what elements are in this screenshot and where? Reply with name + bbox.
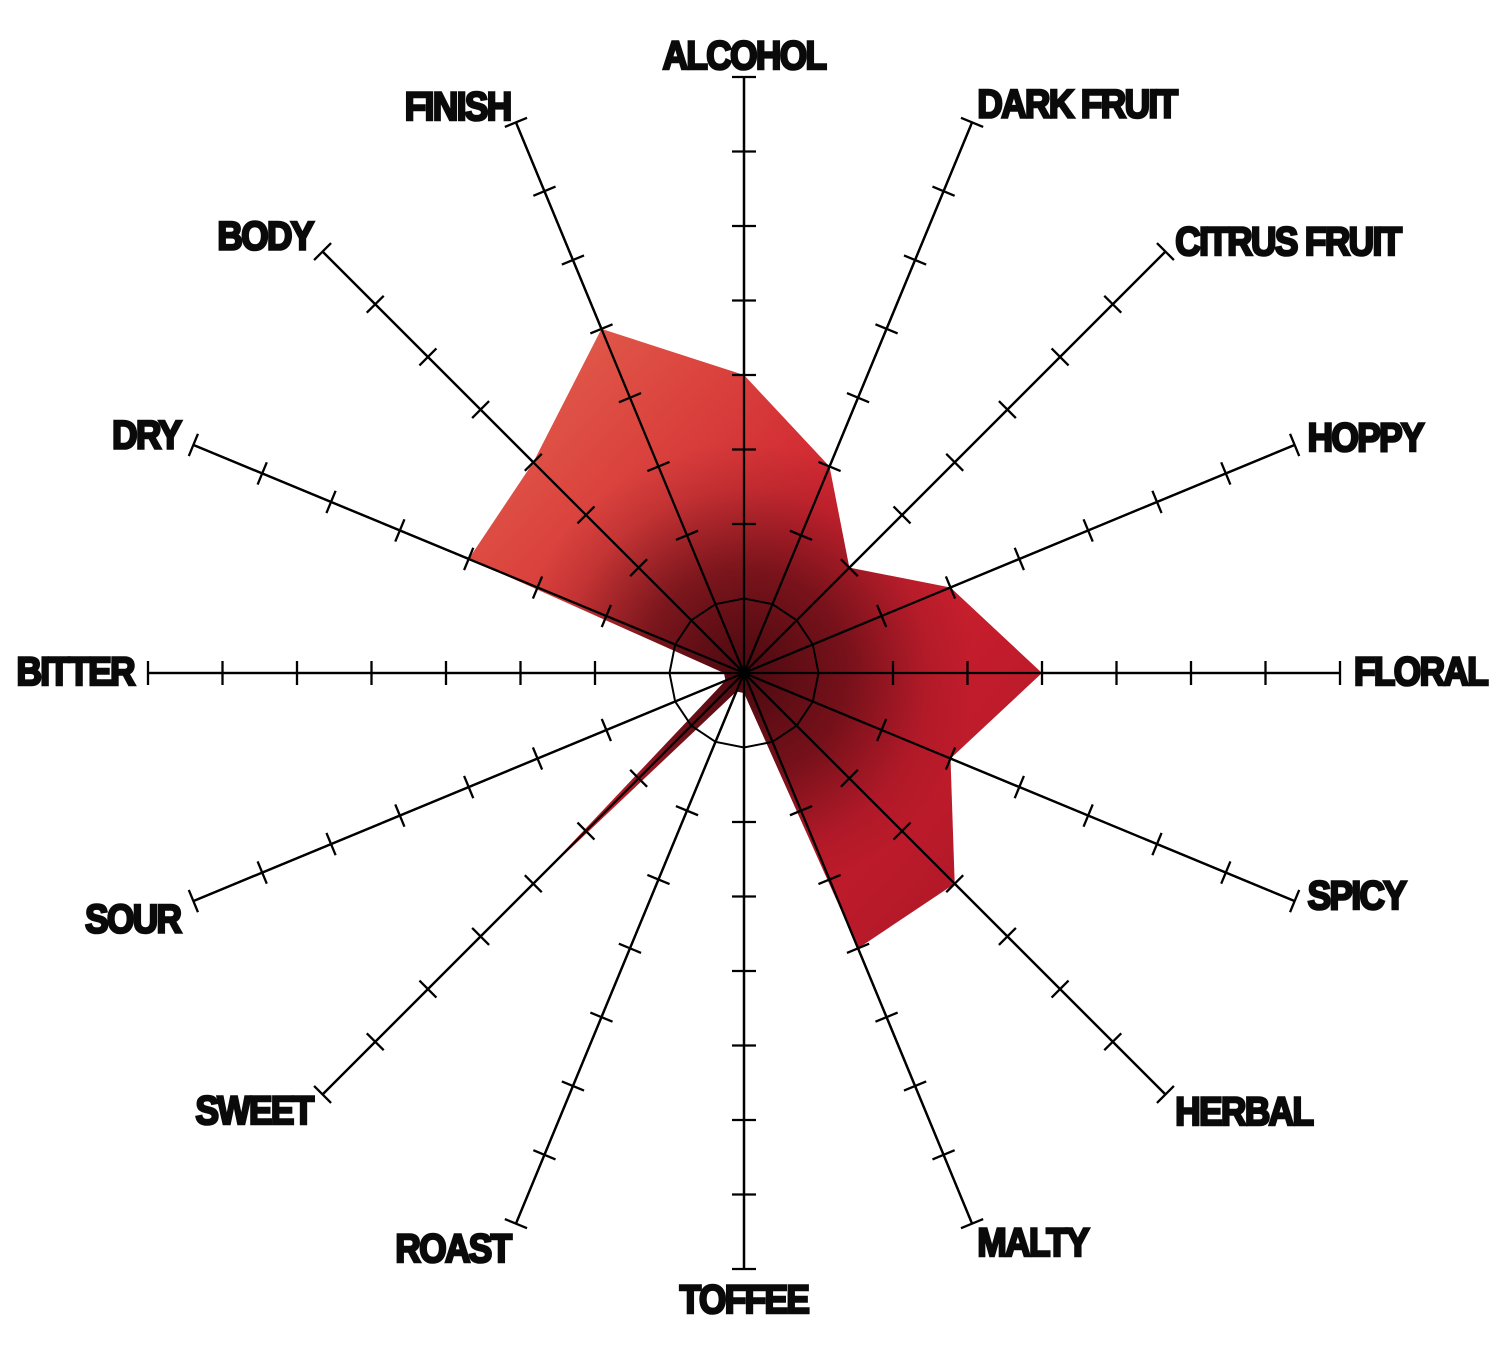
svg-text:ALCOHOL: ALCOHOL bbox=[663, 33, 826, 78]
svg-text:SOUR: SOUR bbox=[85, 897, 182, 942]
svg-text:SPICY: SPICY bbox=[1308, 873, 1407, 918]
svg-text:CITRUS FRUIT: CITRUS FRUIT bbox=[1175, 219, 1402, 264]
svg-text:ROAST: ROAST bbox=[395, 1226, 512, 1271]
svg-text:BITTER: BITTER bbox=[16, 649, 135, 694]
svg-text:BODY: BODY bbox=[217, 214, 314, 259]
svg-text:DARK FRUIT: DARK FRUIT bbox=[977, 81, 1178, 126]
svg-text:FLORAL: FLORAL bbox=[1354, 649, 1488, 694]
svg-text:TOFFEE: TOFFEE bbox=[680, 1277, 809, 1322]
svg-text:MALTY: MALTY bbox=[977, 1220, 1089, 1265]
svg-text:DRY: DRY bbox=[112, 412, 182, 457]
svg-text:SWEET: SWEET bbox=[196, 1088, 315, 1133]
svg-text:FINISH: FINISH bbox=[405, 84, 511, 129]
svg-text:HOPPY: HOPPY bbox=[1308, 415, 1425, 460]
svg-text:HERBAL: HERBAL bbox=[1175, 1089, 1313, 1134]
